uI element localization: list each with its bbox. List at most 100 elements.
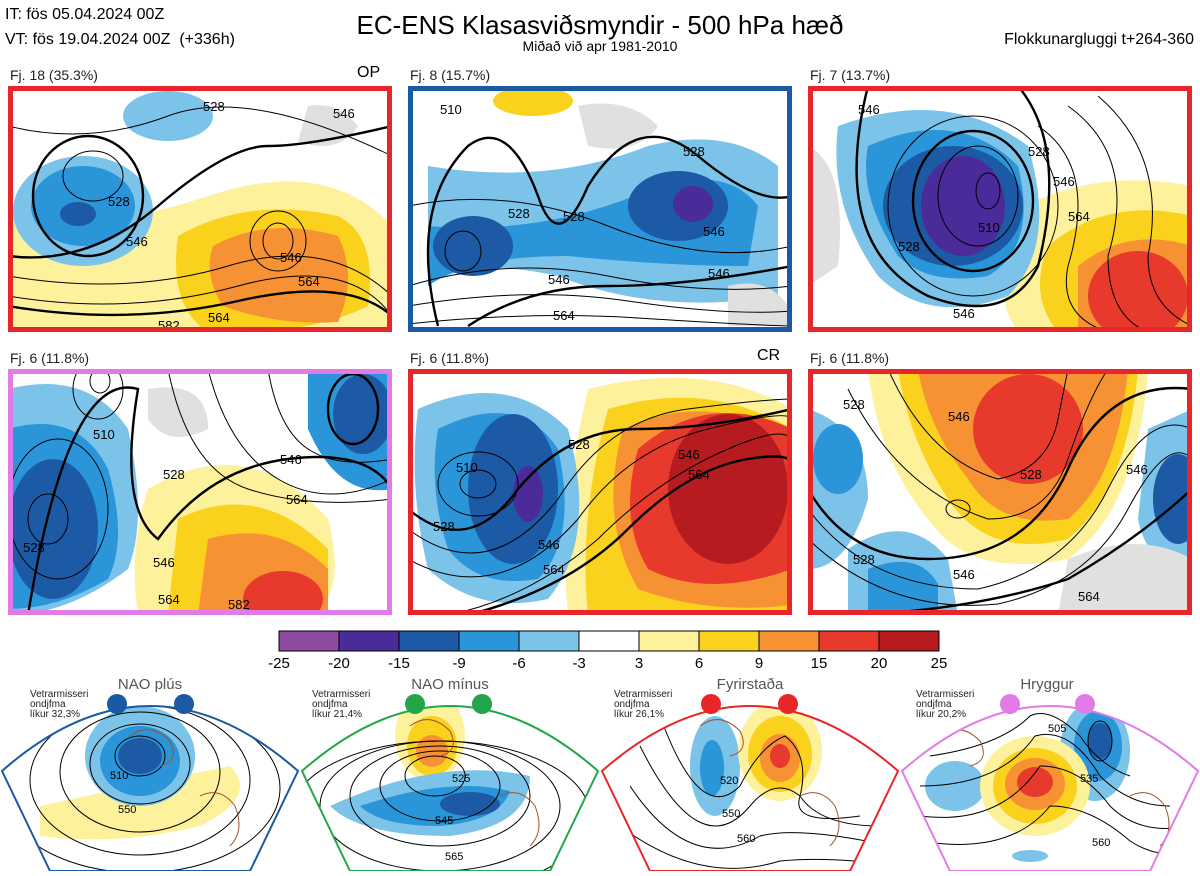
panel-border [408, 86, 792, 332]
contour-label: 510 [440, 102, 462, 117]
colorbar-swatch-2 [339, 631, 399, 651]
regime-name: Fyrirstaða [716, 676, 784, 693]
regime-nao-plus: 510 550 NAO plús Vetrarmisseri ondjfma lík… [0, 676, 300, 872]
anomaly-very-strong-negative [513, 466, 543, 522]
anomaly-strong-negative [468, 414, 558, 564]
contour-label: 528 [108, 194, 130, 209]
regime-name: NAO plús [117, 676, 183, 693]
contour-label: 546 [280, 452, 302, 467]
colorbar-tick-label: -20 [328, 655, 350, 672]
regime-marker [1075, 694, 1095, 714]
land-ice [808, 146, 840, 286]
regime-probability: Vetrarmisseri ondjfma líkur 32,3% [30, 690, 110, 720]
cluster-map-3: 510 528 528 546 546 564 546 [808, 86, 1192, 332]
panel-1-tag: OP [357, 64, 381, 81]
panel-3-label: Fj. 7 (13.7%) [810, 67, 891, 83]
cluster-map-1: 546 564 528 546 528 546 564 582 [8, 86, 392, 332]
regime-marker [1000, 694, 1020, 714]
contour-label: 510 [456, 460, 478, 475]
contour-label: 550 [118, 804, 136, 816]
colorbar-swatch-11 [879, 631, 939, 651]
contour-label: 565 [445, 851, 463, 863]
land-ice [578, 103, 658, 149]
anomaly-negative [813, 424, 863, 494]
contour-label: 528 [683, 144, 705, 159]
contour-label: 528 [563, 209, 585, 224]
regime-border [300, 705, 600, 872]
init-time: IT: fös 05.04.2024 00Z [5, 6, 165, 23]
colorbar-swatch-8 [699, 631, 759, 651]
contour-label: 528 [898, 239, 920, 254]
contour-label: 546 [948, 409, 970, 424]
regime-probability: Vetrarmisseri ondjfma líkur 20,2% [916, 690, 996, 720]
contour-label: 560 [1092, 837, 1110, 849]
contour-label: 546 [333, 106, 355, 121]
contour-label: 528 [843, 397, 865, 412]
prob-season: ondjfma [30, 699, 66, 710]
contour-label: 545 [435, 815, 453, 827]
contour-label: 546 [126, 234, 148, 249]
prob-title: Vetrarmisseri [312, 689, 371, 700]
colorbar-swatch-1 [279, 631, 339, 651]
prob-value: líkur 20,2% [916, 709, 967, 720]
panel-border [808, 86, 1192, 332]
anomaly-very-strong-negative [921, 156, 1005, 256]
prob-value: líkur 21,4% [312, 709, 363, 720]
colorbar-swatch-3 [399, 631, 459, 651]
anomaly-negative [700, 740, 724, 796]
panel-4-label: Fj. 6 (11.8%) [10, 350, 90, 366]
colorbar [278, 630, 944, 657]
colorbar-swatch-10 [819, 631, 879, 651]
contour-label: 510 [93, 427, 115, 442]
contour-label: 510 [110, 770, 128, 782]
panel-5-tag: CR [757, 347, 781, 364]
contour-label: 535 [1080, 773, 1098, 785]
regime-name: NAO mínus [411, 676, 489, 693]
contour-label: 564 [543, 562, 565, 577]
contour-label: 528 [433, 519, 455, 534]
regime-marker [778, 694, 798, 714]
contour-label: 564 [158, 592, 180, 607]
contour-label: 546 [953, 306, 975, 321]
contour-label: 546 [708, 266, 730, 281]
anomaly-very-strong-positive [243, 571, 323, 615]
prob-value: líkur 26,1% [614, 709, 665, 720]
prob-value: líkur 32,3% [30, 709, 81, 720]
contour-label: 560 [737, 833, 755, 845]
contour-label: 546 [1126, 462, 1148, 477]
contour-label: 550 [722, 808, 740, 820]
prob-title: Vetrarmisseri [916, 689, 975, 700]
panel-5-label: Fj. 6 (11.8%) [410, 350, 490, 366]
colorbar-tick-label: 9 [754, 655, 764, 672]
colorbar-swatch-5 [519, 631, 579, 651]
contour-label: 525 [452, 773, 470, 785]
prob-season: ondjfma [916, 699, 952, 710]
regime-probability: Vetrarmisseri ondjfma líkur 26,1% [614, 690, 694, 720]
contour-label: 528 [568, 437, 590, 452]
page-subtitle: Miðað við apr 1981-2010 [522, 38, 678, 54]
land-ice [1058, 544, 1192, 615]
anomaly-strong-negative [433, 216, 513, 276]
contour-label: 520 [720, 775, 738, 787]
anomaly-weak-negative [1012, 850, 1048, 862]
contour-label: 546 [153, 555, 175, 570]
colorbar-tick-label: 6 [694, 655, 704, 672]
panel-6-label: Fj. 6 (11.8%) [810, 350, 890, 366]
colorbar-swatch-9 [759, 631, 819, 651]
anomaly-strong-negative [440, 792, 500, 816]
contour-label: 528 [1020, 467, 1042, 482]
contour-label: 546 [953, 567, 975, 582]
page-title: EC-ENS Klasasviðsmyndir - 500 hPa hæð [356, 10, 844, 40]
contour-label: 564 [1078, 589, 1100, 604]
cluster-map-5: 510 528 528 546 546 564 564 [408, 369, 792, 615]
regime-marker [701, 694, 721, 714]
valid-time: VT: fös 19.04.2024 00Z (+336h) [5, 31, 235, 48]
colorbar-tick-label: -15 [388, 655, 410, 672]
anomaly-strong-positive [209, 228, 348, 323]
panel-2-label: Fj. 8 (15.7%) [410, 67, 491, 83]
panel-border [8, 86, 392, 332]
anomaly-very-strong-positive [1088, 251, 1188, 332]
contour-label: 546 [1053, 174, 1075, 189]
panel-1-label: Fj. 18 (35.3%) [10, 67, 98, 83]
contour-label: 564 [286, 492, 308, 507]
